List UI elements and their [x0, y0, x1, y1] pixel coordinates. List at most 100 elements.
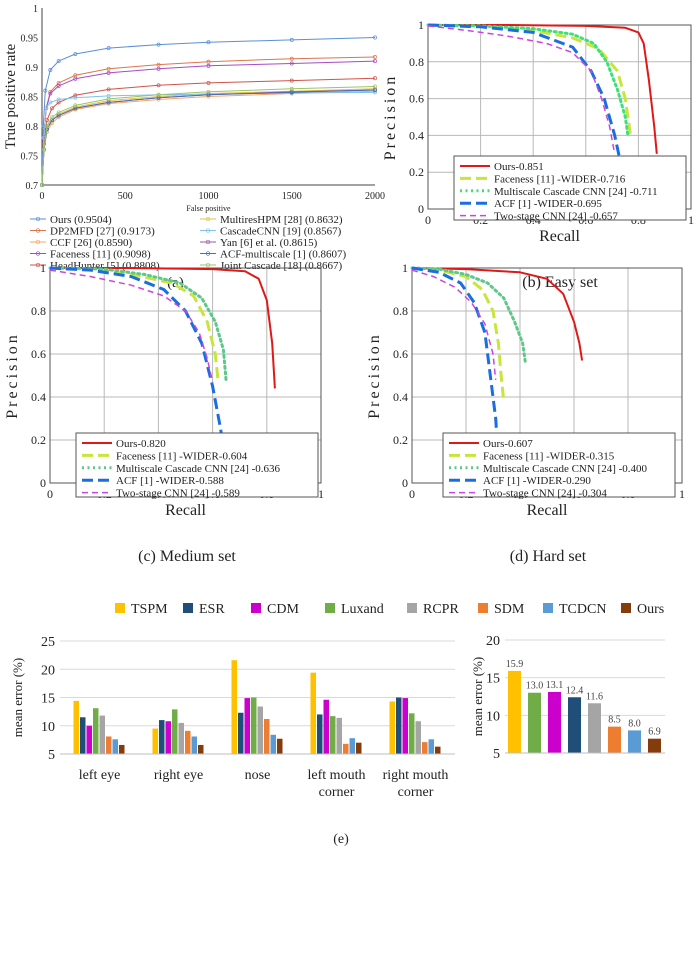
- legend-label: Two-stage CNN [24] -0.657: [494, 211, 618, 223]
- bar: [330, 716, 336, 754]
- series-marker: [206, 59, 211, 64]
- y-tick-label: 15: [41, 692, 55, 707]
- y-tick-label: 20: [41, 663, 55, 678]
- y-tick-label: 0.4: [31, 390, 46, 404]
- legend-marker: [35, 262, 41, 268]
- series-marker: [289, 61, 294, 66]
- legend-label: Faceness [11] -WIDER-0.716: [494, 173, 626, 185]
- x-tick-label: 1: [688, 213, 694, 227]
- y-tick-label: 5: [493, 747, 500, 762]
- bar: [402, 698, 408, 754]
- series-marker: [289, 78, 294, 83]
- bar: [349, 738, 355, 754]
- legend-label: ACF [1] -WIDER-0.290: [483, 475, 591, 487]
- legend-label: Faceness [11] -WIDER-0.604: [116, 450, 248, 462]
- series-marker: [42, 147, 46, 152]
- legend-swatch: [478, 603, 488, 613]
- bar: [343, 743, 349, 754]
- bar: [99, 715, 105, 754]
- bar: [628, 730, 641, 753]
- data-label: 15.9: [506, 659, 524, 670]
- series-marker: [48, 91, 53, 96]
- legend-label: Joint Cascade [18] (0.8667): [220, 260, 343, 272]
- panel-caption: (c) Medium set: [138, 548, 236, 565]
- legend-label: MultiresHPM [28] (0.8632): [220, 214, 343, 226]
- legend-marker: [205, 228, 211, 233]
- series-marker: [206, 40, 211, 45]
- bar: [178, 722, 184, 754]
- series-marker: [106, 70, 111, 75]
- legend-label: Yan [6] et al. (0.8615): [220, 237, 318, 249]
- bar: [93, 708, 99, 754]
- x-tick-label: 0: [409, 487, 415, 501]
- bar: [238, 712, 244, 754]
- y-tick-label: 0: [40, 476, 46, 490]
- series-marker: [373, 84, 377, 89]
- series-marker: [373, 59, 377, 64]
- legend-label: Ours-0.851: [494, 161, 544, 173]
- series-marker: [48, 67, 53, 72]
- bar: [264, 718, 270, 754]
- bar: [198, 744, 204, 754]
- bar: [422, 742, 428, 754]
- legend-swatch: [183, 603, 193, 613]
- y-tick-label: 0.6: [31, 347, 46, 361]
- series-marker: [289, 56, 294, 61]
- legend-label: Ours: [637, 602, 664, 617]
- series-marker: [50, 106, 54, 111]
- legend-label: ACF-multiscale [1] (0.8607): [220, 249, 347, 261]
- bar: [112, 739, 118, 754]
- x-axis-label: Recall: [165, 502, 206, 519]
- legend-marker: [35, 239, 41, 245]
- series-line: [426, 23, 630, 137]
- bar: [323, 699, 329, 754]
- bar: [165, 721, 171, 754]
- x-tick-label: 1: [679, 487, 685, 501]
- bar: [428, 739, 434, 754]
- series-marker: [156, 66, 161, 71]
- series-line: [49, 269, 214, 383]
- bar: [389, 701, 395, 754]
- series-marker: [206, 80, 211, 85]
- series-line: [48, 266, 228, 384]
- x-tick-label: 1: [318, 487, 324, 501]
- series-marker: [106, 87, 111, 92]
- legend-label: DP2MFD [27] (0.9173): [50, 226, 155, 238]
- y-tick-label: 0.8: [26, 122, 39, 133]
- legend-swatch: [325, 603, 335, 613]
- x-tick-label: right eye: [154, 768, 203, 783]
- legend-marker: [205, 262, 211, 268]
- bar: [548, 691, 561, 753]
- legend-label: Ours-0.607: [483, 438, 533, 450]
- bar: [648, 738, 661, 753]
- y-tick-label: 0.85: [21, 93, 39, 104]
- y-tick-label: 0.75: [21, 152, 39, 163]
- legend-marker: [205, 239, 211, 245]
- legend-box: [453, 155, 687, 221]
- legend-label: CascadeCNN [19] (0.8567): [220, 226, 342, 238]
- bar: [336, 717, 342, 754]
- legend-swatch: [115, 603, 125, 613]
- series-marker: [73, 52, 78, 56]
- y-tick-label: 0.9: [26, 63, 39, 74]
- y-tick-label: 0.6: [393, 347, 408, 361]
- legend-label: CCF [26] (0.8590): [50, 237, 133, 249]
- data-label: 11.6: [586, 691, 603, 702]
- series-line: [41, 88, 376, 186]
- bar: [152, 728, 158, 754]
- series-marker: [44, 106, 49, 111]
- y-axis-label: True positive rate: [3, 44, 19, 150]
- bar: [409, 713, 415, 754]
- series-marker: [73, 76, 78, 81]
- x-tick-label: 1500: [282, 191, 302, 202]
- y-tick-label: 25: [41, 635, 55, 650]
- series-marker: [106, 46, 111, 51]
- bar: [257, 706, 263, 754]
- y-tick-label: 0.8: [31, 304, 46, 318]
- bar: [106, 736, 112, 754]
- bar: [185, 730, 191, 754]
- x-tick-label: left mouth: [308, 768, 366, 783]
- series-marker: [289, 86, 294, 91]
- x-tick-label: 0: [425, 213, 431, 227]
